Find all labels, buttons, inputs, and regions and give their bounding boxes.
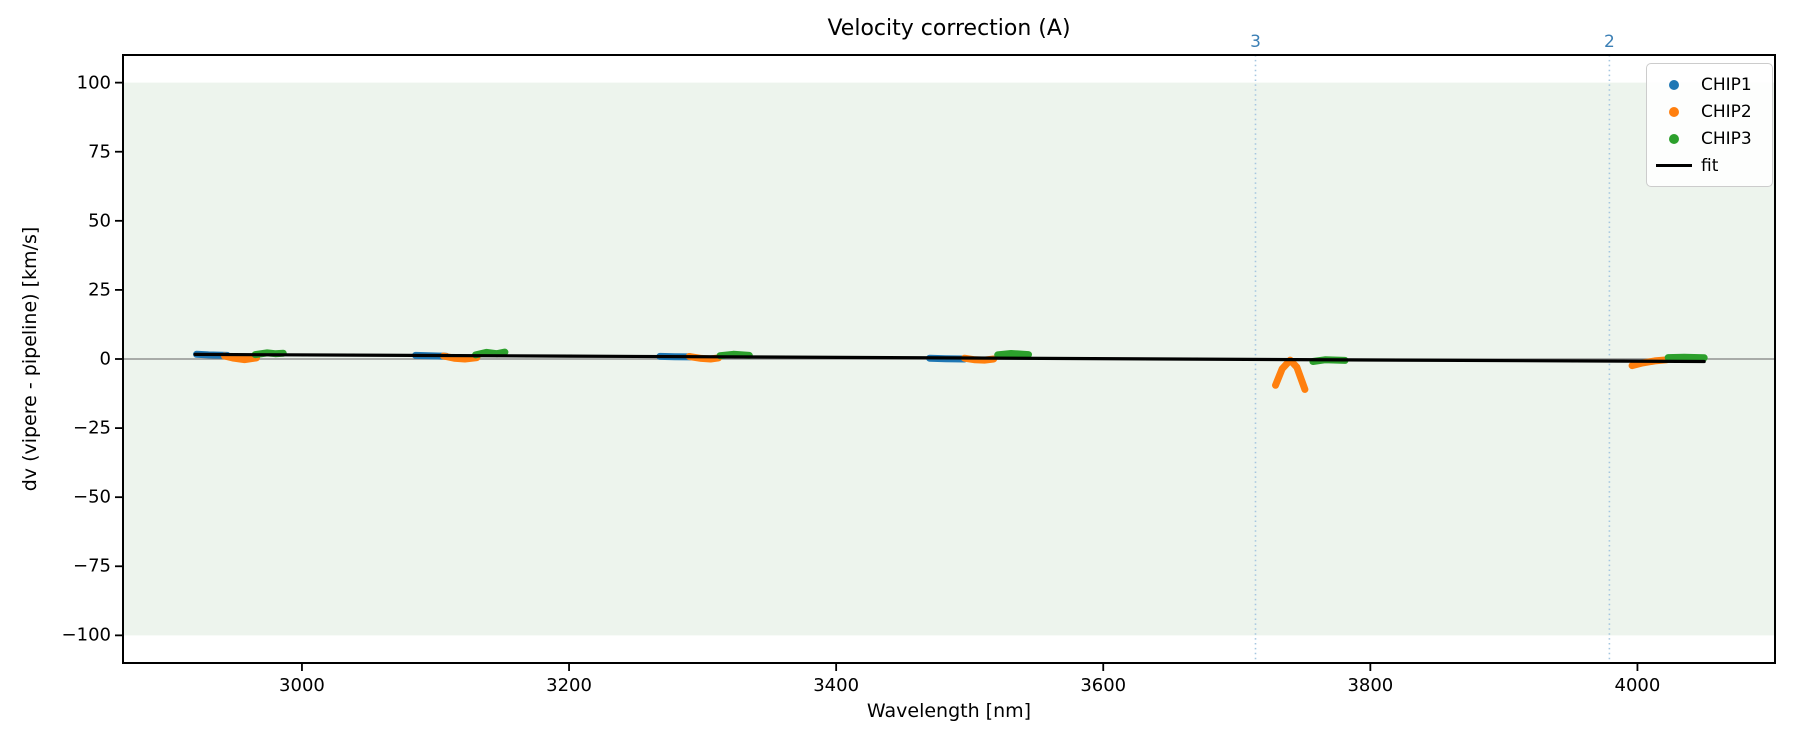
x-tick-label: 4000 bbox=[1614, 675, 1661, 696]
y-tick-label: 100 bbox=[76, 72, 111, 94]
y-tick-label: −100 bbox=[61, 624, 111, 646]
legend-label: CHIP1 bbox=[1701, 74, 1752, 95]
x-axis-label: Wavelength [nm] bbox=[866, 700, 1032, 722]
chart-title: Velocity correction (A) bbox=[827, 16, 1071, 41]
y-tick-label: 0 bbox=[99, 348, 111, 370]
y-tick-label: −50 bbox=[73, 486, 111, 508]
legend-label: CHIP3 bbox=[1701, 128, 1752, 149]
legend-marker-shape bbox=[1669, 133, 1679, 144]
vline-order-label: 2 bbox=[1603, 32, 1615, 52]
y-tick-label: 50 bbox=[88, 210, 111, 232]
legend-line-icon bbox=[1655, 164, 1693, 167]
series-chip3-segment bbox=[716, 350, 753, 360]
legend-marker-shape bbox=[1656, 164, 1692, 167]
legend-dot-icon bbox=[1655, 133, 1693, 144]
y-tick-label: 75 bbox=[88, 141, 111, 163]
x-tick-label: 3800 bbox=[1347, 675, 1394, 696]
x-tick-label: 3600 bbox=[1080, 675, 1127, 696]
x-tick-label: 3000 bbox=[279, 675, 325, 696]
legend-marker-shape bbox=[1669, 79, 1679, 90]
series-chip3-segment bbox=[472, 348, 509, 359]
y-axis-label: dv (vipere - pipeline) [km/s] bbox=[19, 226, 41, 492]
y-tick-label: 25 bbox=[88, 279, 111, 301]
series-chip3-segment bbox=[1664, 353, 1708, 362]
legend-item-chip1: CHIP1 bbox=[1655, 71, 1764, 98]
series-chip3-segment bbox=[994, 350, 1032, 359]
legend-dot-icon bbox=[1655, 106, 1693, 117]
x-tick-label: 3200 bbox=[546, 675, 592, 696]
vline-order-label: 3 bbox=[1250, 32, 1261, 52]
fit-line bbox=[193, 352, 1706, 364]
legend-item-chip3: CHIP3 bbox=[1655, 125, 1764, 152]
x-tick-label: 3400 bbox=[813, 675, 860, 696]
legend-item-chip2: CHIP2 bbox=[1655, 98, 1764, 125]
series-chip2-segment bbox=[221, 352, 260, 364]
legend: CHIP1 CHIP2 CHIP3 fit bbox=[1646, 63, 1773, 187]
legend-item-fit: fit bbox=[1655, 152, 1764, 179]
legend-dot-icon bbox=[1655, 79, 1693, 90]
legend-label: fit bbox=[1701, 155, 1719, 176]
y-tick-label: −75 bbox=[73, 555, 111, 577]
legend-label: CHIP2 bbox=[1701, 101, 1752, 122]
legend-marker-shape bbox=[1669, 106, 1679, 117]
y-tick-label: −25 bbox=[73, 417, 111, 439]
